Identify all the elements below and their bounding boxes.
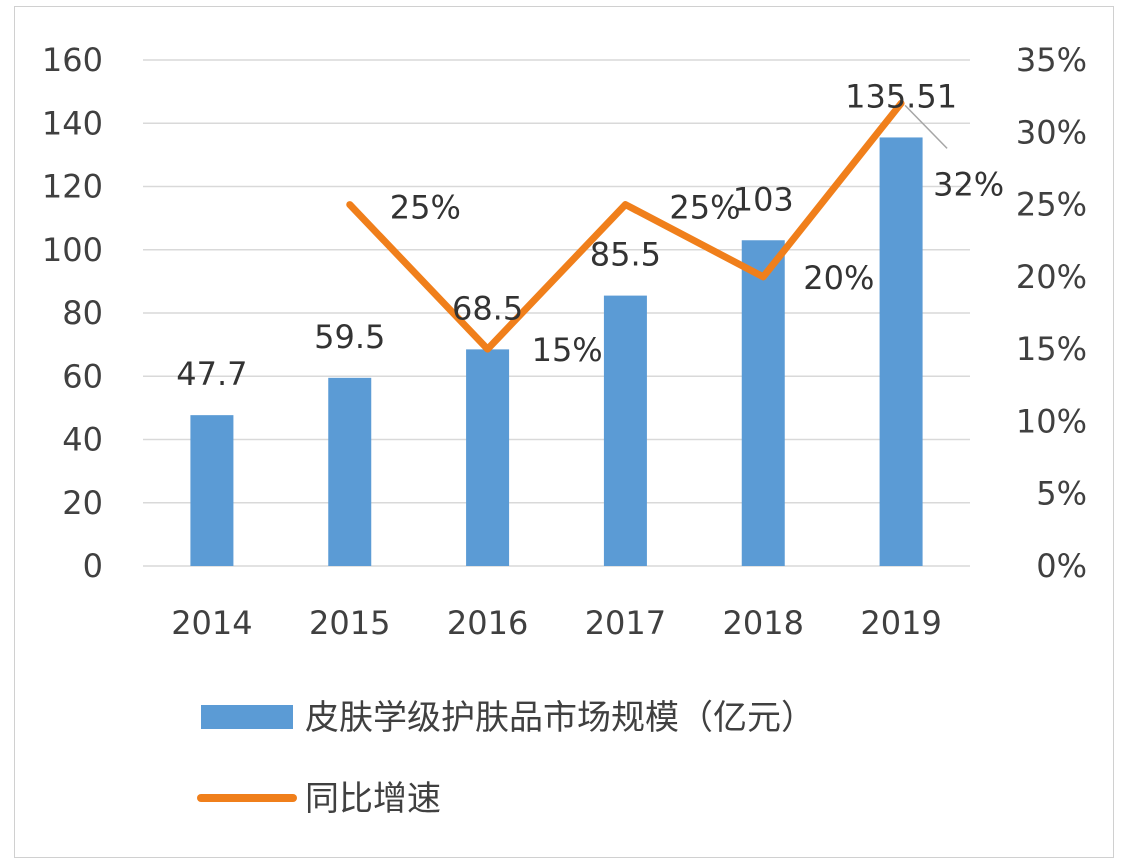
y-axis-right: 0% 5% 10% 15% 20% 25% 30% 35% [1016, 41, 1087, 585]
x-tick-label: 2016 [447, 604, 528, 642]
x-tick-label: 2017 [585, 604, 666, 642]
bar-value-label: 68.5 [452, 289, 523, 327]
y-right-tick-label: 30% [1016, 113, 1087, 151]
x-tick-label: 2018 [723, 604, 804, 642]
y-left-tick-label: 160 [42, 41, 103, 79]
y-left-tick-label: 60 [62, 357, 103, 395]
x-axis: 2014 2015 2016 2017 2018 2019 [171, 604, 942, 642]
legend-bar-label: 皮肤学级护肤品市场规模（亿元） [305, 698, 815, 738]
gridlines [143, 59, 970, 567]
y-right-tick-label: 15% [1016, 330, 1087, 368]
leader-line [904, 104, 948, 149]
bar-value-label: 103 [733, 180, 794, 218]
y-axis-left: 0 20 40 60 80 100 120 140 160 [42, 41, 103, 585]
bar [466, 349, 510, 566]
growth-line [346, 99, 905, 353]
y-right-tick-label: 10% [1016, 402, 1087, 440]
bar-series [190, 137, 923, 566]
y-left-tick-label: 20 [62, 484, 103, 522]
y-left-tick-label: 0 [83, 547, 103, 585]
bar [741, 240, 785, 566]
y-right-tick-label: 25% [1016, 186, 1087, 224]
growth-value-label: 20% [803, 259, 874, 297]
leader-lines [904, 104, 948, 149]
bar-value-label: 135.51 [845, 77, 957, 115]
growth-value-label: 15% [532, 331, 603, 369]
y-right-tick-label: 5% [1036, 475, 1087, 513]
bar-value-label: 47.7 [176, 355, 247, 393]
chart-svg: 0 20 40 60 80 100 120 140 160 0% 5% 10% 15% 20% 25% 30… [42, 41, 1087, 819]
bar-value-label: 85.5 [590, 236, 661, 274]
bar [328, 377, 372, 566]
y-left-tick-label: 120 [42, 168, 103, 206]
y-right-tick-label: 0% [1036, 547, 1087, 585]
growth-value-label: 25% [669, 189, 740, 227]
y-right-tick-label: 35% [1016, 41, 1087, 79]
y-left-tick-label: 40 [62, 421, 103, 459]
bar [879, 137, 923, 566]
legend-line-label: 同比增速 [305, 779, 441, 819]
bar [190, 415, 234, 566]
y-left-tick-label: 100 [42, 231, 103, 269]
bar [603, 295, 647, 566]
chart-frame: 0 20 40 60 80 100 120 140 160 0% 5% 10% 15% 20% 25% 30… [14, 6, 1114, 858]
x-tick-label: 2015 [309, 604, 390, 642]
bar-value-label: 59.5 [314, 318, 385, 356]
y-right-tick-label: 20% [1016, 258, 1087, 296]
growth-value-label: 25% [390, 189, 461, 227]
legend: 皮肤学级护肤品市场规模（亿元） 同比增速 [197, 698, 815, 819]
legend-bar-swatch [201, 705, 293, 729]
line-data-labels: 25% 15% 25% 20% 32% [390, 165, 1004, 369]
growth-value-label: 32% [933, 165, 1004, 203]
y-left-tick-label: 140 [42, 104, 103, 142]
x-tick-label: 2019 [860, 604, 941, 642]
growth-line-series [346, 99, 905, 353]
x-tick-label: 2014 [171, 604, 252, 642]
y-left-tick-label: 80 [62, 294, 103, 332]
bar-data-labels: 47.7 59.5 68.5 85.5 103 135.51 [176, 77, 957, 393]
